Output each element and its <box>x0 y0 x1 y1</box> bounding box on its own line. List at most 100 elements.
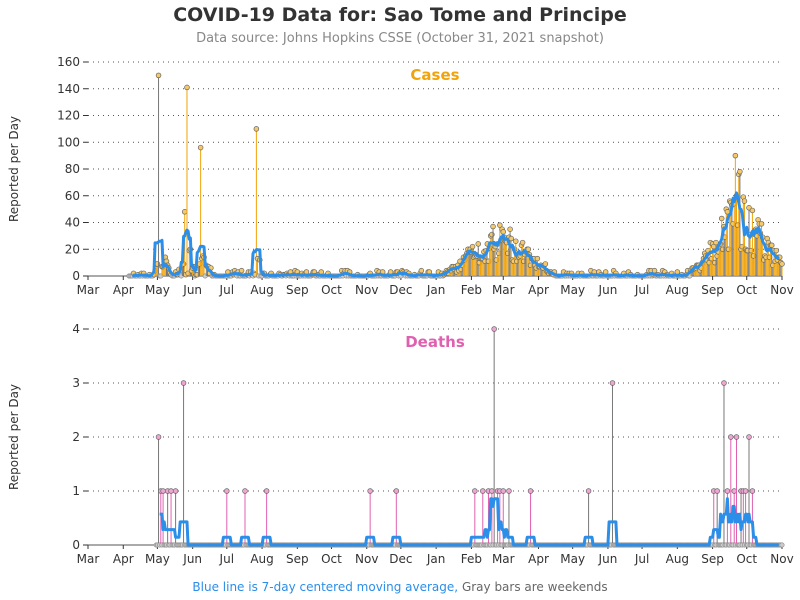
x-tick-label: Jul <box>219 552 234 566</box>
cases-point <box>527 262 534 269</box>
x-tick-label: Apr <box>528 283 549 297</box>
y-tick-label: 20 <box>65 242 80 256</box>
y-tick-label: 80 <box>65 162 80 176</box>
deaths-point <box>742 488 749 494</box>
cases-point <box>197 144 204 151</box>
deaths-point <box>749 488 756 494</box>
cases-point <box>493 257 500 263</box>
cases-point <box>720 246 726 253</box>
cases-point <box>469 243 476 250</box>
x-tick-label: Jun <box>182 283 202 297</box>
x-tick-label: Apr <box>113 552 134 566</box>
x-tick-label: Jul <box>634 552 649 566</box>
deaths-point <box>779 542 785 548</box>
cases-point <box>505 250 511 257</box>
deaths-point <box>714 488 720 494</box>
x-tick-label: Oct <box>321 283 342 297</box>
deaths-point <box>160 488 166 494</box>
y-axis-label: Reported per Day <box>7 384 21 490</box>
panel-label: Cases <box>410 66 459 84</box>
y-tick-label: 1 <box>72 484 80 498</box>
x-tick-label: Oct <box>736 283 757 297</box>
x-tick-label: Jan <box>426 552 446 566</box>
deaths-point <box>472 488 478 494</box>
y-tick-label: 40 <box>65 216 80 230</box>
cases-point <box>508 235 514 242</box>
cases-point <box>181 209 188 215</box>
deaths-point <box>180 380 187 386</box>
deaths-point <box>489 488 495 494</box>
x-tick-label: Aug <box>250 552 273 566</box>
x-tick-label: Mar <box>77 283 100 297</box>
cases-point <box>489 231 495 238</box>
deaths-point <box>263 488 270 494</box>
deaths-point <box>172 488 179 494</box>
cases-point <box>741 198 748 204</box>
x-tick-label: Feb <box>461 552 482 566</box>
x-tick-label: Nov <box>355 552 378 566</box>
cases-point <box>542 261 549 267</box>
x-tick-label: Nov <box>355 283 378 297</box>
y-tick-label: 120 <box>57 109 80 123</box>
moving-average-line <box>132 191 780 278</box>
cases-point <box>525 246 532 253</box>
deaths-point <box>168 488 174 494</box>
cases-point <box>730 221 736 227</box>
cases-point <box>485 258 492 265</box>
cases-point <box>748 247 755 254</box>
x-tick-label: Apr <box>113 283 134 297</box>
x-tick-label: Nov <box>770 552 793 566</box>
x-tick-label: Nov <box>770 283 793 297</box>
cases-point <box>766 254 773 261</box>
x-tick-label: Dec <box>389 283 412 297</box>
deaths-point <box>585 488 592 494</box>
footer-avg-note: Blue line is 7-day centered moving avera… <box>192 580 459 594</box>
cases-point <box>184 84 190 91</box>
deaths-point <box>721 380 727 386</box>
cases-point <box>732 152 739 159</box>
cases-point <box>495 250 502 257</box>
cases-point <box>737 168 743 175</box>
y-tick-label: 0 <box>72 538 80 552</box>
y-tick-label: 0 <box>72 269 80 283</box>
deaths-point <box>393 488 400 494</box>
cases-point <box>749 207 756 214</box>
cases-point <box>718 215 725 222</box>
x-tick-label: Sep <box>701 283 724 297</box>
deaths-point <box>491 326 497 332</box>
cases-point <box>708 255 715 262</box>
deaths-point <box>731 488 737 494</box>
footer-weekend-note: Gray bars are weekends <box>461 580 608 594</box>
deaths-point <box>527 488 534 494</box>
x-tick-label: May <box>560 552 585 566</box>
cases-point <box>238 267 245 274</box>
y-tick-label: 2 <box>72 430 80 444</box>
x-tick-label: Mar <box>492 283 515 297</box>
x-tick-label: Aug <box>666 552 689 566</box>
deaths-point <box>500 488 507 494</box>
y-axis-label: Reported per Day <box>7 116 21 222</box>
cases-point <box>194 271 200 278</box>
cases-point <box>513 238 519 244</box>
x-tick-label: Aug <box>250 283 273 297</box>
x-tick-label: Mar <box>492 552 515 566</box>
x-tick-label: Jan <box>426 283 446 297</box>
x-tick-label: Aug <box>666 283 689 297</box>
cases-point <box>520 258 527 265</box>
deaths-point <box>506 488 512 494</box>
deaths-point <box>155 434 162 440</box>
cases-point <box>725 246 732 253</box>
cases-point <box>769 242 775 248</box>
deaths-point <box>609 380 616 386</box>
cases-point <box>779 261 785 267</box>
cases-point <box>712 259 718 266</box>
moving-average-line <box>159 497 779 547</box>
panel-label: Deaths <box>405 333 465 351</box>
x-tick-label: Sep <box>286 283 309 297</box>
cases-point <box>734 222 741 228</box>
cases-point <box>475 241 481 247</box>
x-tick-label: Apr <box>528 552 549 566</box>
x-tick-label: May <box>145 552 170 566</box>
deaths-point <box>728 434 734 440</box>
deaths-point <box>367 488 373 494</box>
